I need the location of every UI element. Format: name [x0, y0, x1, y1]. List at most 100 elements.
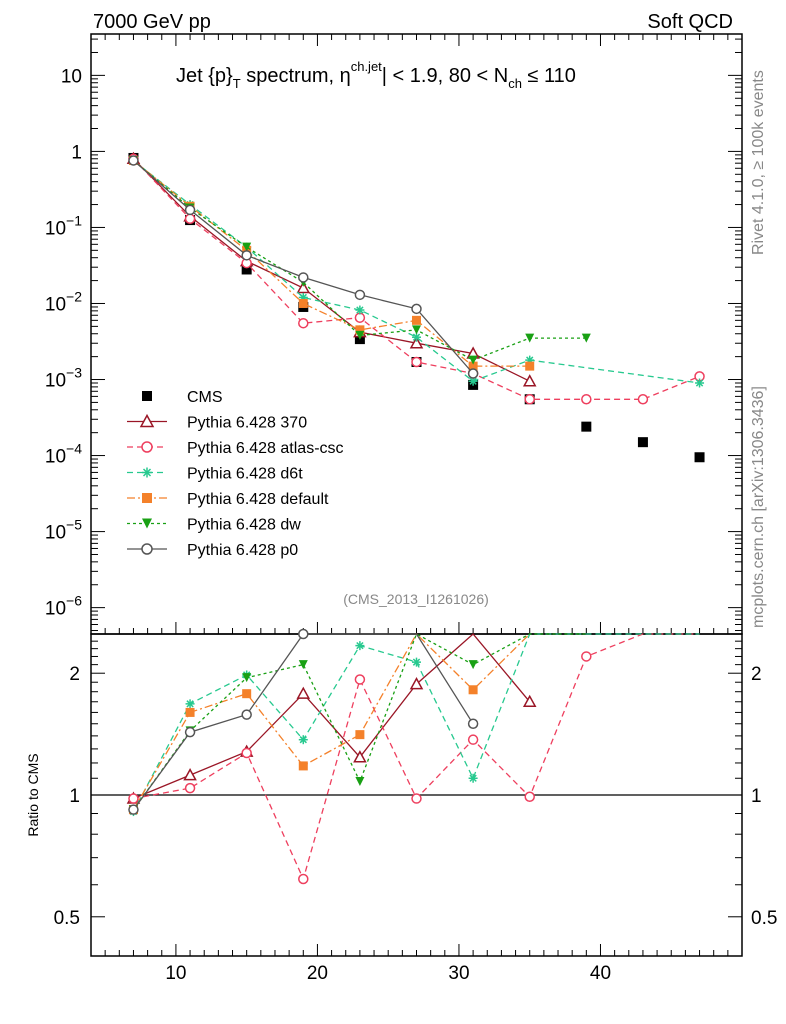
ratio-point-atlas [241, 747, 252, 759]
legend: CMS Pythia 6.428 370 Pythia 6.428 atlas-cs… [127, 389, 344, 559]
ratio-point-d6t [355, 641, 365, 651]
x-tick-label: 30 [448, 963, 469, 984]
legend-marker-p370 [139, 413, 155, 428]
legend-label-default: Pythia 6.428 default [187, 491, 329, 508]
ratio-point-p0 [128, 804, 139, 815]
main-point-cms [694, 452, 705, 463]
star-stroke [299, 736, 307, 744]
main-point-cms [241, 264, 252, 275]
star-stroke [412, 658, 421, 666]
analysis-id-label: (CMS_2013_I1261026) [343, 591, 489, 607]
main-point-p370 [296, 280, 311, 294]
main-point-dw [581, 333, 591, 343]
title-sup-chjet: ch.jet [351, 59, 382, 74]
main-point-cms [581, 421, 592, 432]
legend-label-atlas: Pythia 6.428 atlas-csc [187, 440, 344, 457]
main-point-dw [242, 242, 252, 252]
ratio-point-d6t [412, 657, 421, 667]
ratio-point-dw [468, 660, 478, 670]
ratio-y-tick-label: 0.5 [54, 908, 80, 929]
main-point-atlas [524, 394, 535, 405]
category-label: Soft QCD [647, 11, 733, 33]
star-stroke [186, 700, 194, 708]
legend-label-d6t: Pythia 6.428 d6t [187, 466, 303, 483]
star-stroke [412, 333, 421, 341]
main-point-d6t [355, 305, 365, 315]
tick-mantissa: 1 [71, 142, 82, 163]
legend-label-p370: Pythia 6.428 370 [187, 415, 307, 432]
ratio-point-dw [298, 660, 308, 670]
ratio-point-p0 [241, 709, 252, 720]
main-point-p0 [354, 289, 366, 301]
ratio-point-default [242, 689, 252, 699]
main-line-dw [133, 160, 587, 361]
ratio-y-tick-label-right: 1 [751, 786, 762, 807]
tick-exponent: −3 [66, 365, 82, 381]
tick-mantissa: 10 [45, 599, 66, 620]
main-line-default [133, 159, 530, 367]
main-point-p0 [128, 155, 139, 166]
ratio-point-dw [242, 673, 252, 683]
main-point-dw [525, 333, 535, 343]
legend-marker-default [142, 493, 152, 503]
main-point-default [298, 298, 308, 308]
x-tick-label: 40 [590, 963, 611, 984]
main-point-default [412, 315, 421, 325]
main-point-d6t [695, 378, 705, 388]
ratio-y-tick-label-right: 2 [751, 664, 762, 685]
main-point-p0 [411, 303, 422, 315]
legend-label-dw: Pythia 6.428 dw [187, 517, 301, 534]
ratio-line-p370 [133, 633, 531, 800]
ratio-series-group [126, 628, 700, 885]
ratio-point-default [185, 707, 195, 717]
star-stroke [142, 468, 152, 477]
tick-mantissa: 10 [45, 294, 66, 315]
title-part2: spectrum, [241, 65, 340, 87]
ratio-point-atlas [467, 734, 479, 745]
main-y-tick-label: 10−6 [45, 593, 82, 620]
main-point-default [355, 325, 365, 335]
legend-marker-atlas [141, 441, 153, 453]
main-point-d6t [468, 376, 478, 386]
ratio-point-p0 [467, 718, 479, 730]
main-y-tick-label: 10−5 [45, 517, 82, 544]
legend-marker-cms [142, 391, 152, 401]
star-stroke [469, 774, 477, 782]
ratio-point-default [298, 761, 308, 771]
ratio-point-p0 [298, 628, 309, 640]
main-point-dw [412, 325, 421, 335]
x-tick-label: 10 [165, 963, 186, 984]
plot-title: Jet {p}T spectrum, ηch.jet| < 1.9, 80 < … [176, 59, 576, 91]
title-part1: Jet {p} [176, 65, 233, 87]
main-point-atlas [184, 213, 196, 225]
main-point-cms [637, 437, 648, 448]
ratio-point-atlas [354, 674, 366, 685]
main-point-atlas [298, 317, 309, 329]
ratio-y-tick-label: 2 [69, 664, 80, 685]
main-line-d6t [133, 160, 700, 384]
star-stroke [356, 641, 364, 650]
tick-mantissa: 10 [45, 447, 66, 468]
tick-mantissa: 10 [45, 218, 66, 239]
tick-exponent: −6 [66, 593, 82, 609]
ratio-point-default [468, 685, 478, 695]
mcplots-reference-label: mcplots.cern.ch [arXiv:1306.3436] [750, 386, 767, 628]
tick-mantissa: 10 [61, 66, 82, 87]
ratio-point-d6t [298, 735, 308, 745]
main-point-default [468, 361, 478, 371]
tick-exponent: −1 [66, 212, 82, 228]
main-point-atlas [354, 312, 366, 323]
tick-exponent: −5 [66, 517, 82, 533]
main-point-atlas [581, 394, 592, 405]
ratio-point-atlas [184, 782, 196, 794]
main-point-p370 [409, 336, 424, 349]
main-point-p0 [241, 250, 252, 261]
ratio-line-atlas [133, 633, 700, 881]
ratio-point-p370 [522, 694, 537, 708]
title-sub-nch: ch [508, 76, 522, 91]
main-y-tick-label: 10−1 [45, 212, 82, 239]
ratio-point-atlas [411, 793, 422, 804]
legend-marker-d6t [142, 467, 152, 478]
main-point-atlas [411, 356, 422, 368]
